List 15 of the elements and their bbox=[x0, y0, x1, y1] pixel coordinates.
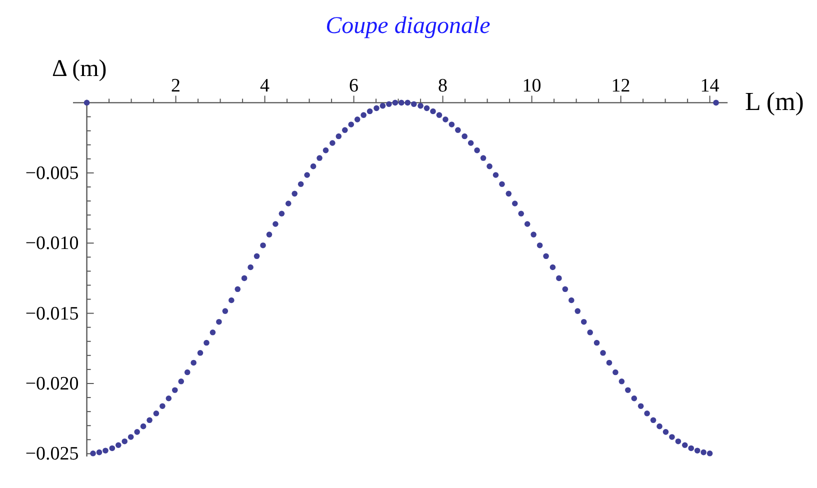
x-tick-label: 2 bbox=[171, 76, 181, 97]
x-tick-label: 10 bbox=[522, 76, 542, 97]
chart-title: Coupe diagonale bbox=[326, 13, 491, 39]
y-tick-label: −0.005 bbox=[25, 162, 79, 184]
x-tick-label: 8 bbox=[438, 76, 448, 97]
y-tick-label: −0.025 bbox=[25, 444, 79, 465]
y-tick-label: −0.020 bbox=[25, 373, 79, 394]
y-tick-label: −0.015 bbox=[25, 303, 79, 324]
x-tick-label: 14 bbox=[700, 76, 720, 97]
x-tick-label: 12 bbox=[611, 76, 630, 97]
x-tick-label: 6 bbox=[349, 76, 359, 97]
y-tick-label: −0.010 bbox=[25, 233, 79, 254]
y-axis-title: Δ (m) bbox=[52, 56, 107, 82]
x-tick-label: 4 bbox=[260, 76, 270, 97]
x-axis-title: L (m) bbox=[745, 87, 804, 116]
